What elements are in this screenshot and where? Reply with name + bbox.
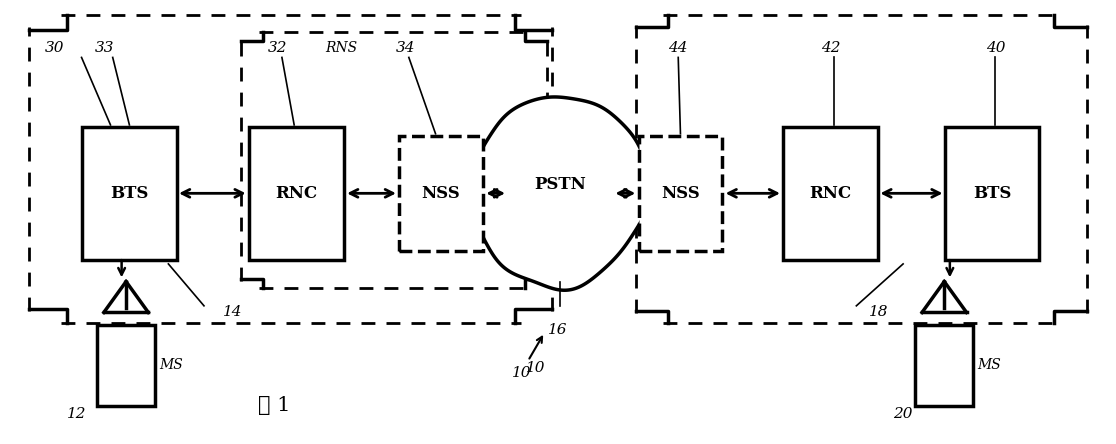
- Text: 40: 40: [985, 41, 1006, 55]
- Text: 33: 33: [95, 41, 115, 55]
- FancyBboxPatch shape: [783, 127, 878, 259]
- FancyBboxPatch shape: [249, 127, 344, 259]
- Text: 16: 16: [548, 323, 568, 337]
- FancyBboxPatch shape: [400, 136, 483, 251]
- Text: 30: 30: [45, 41, 65, 55]
- Text: RNS: RNS: [325, 41, 357, 55]
- Text: 34: 34: [396, 41, 415, 55]
- Text: NSS: NSS: [422, 185, 461, 202]
- Text: 图 1: 图 1: [258, 396, 290, 415]
- Text: PSTN: PSTN: [535, 176, 586, 193]
- Text: RNC: RNC: [276, 185, 317, 202]
- FancyBboxPatch shape: [83, 127, 176, 259]
- FancyBboxPatch shape: [915, 325, 973, 406]
- FancyBboxPatch shape: [945, 127, 1039, 259]
- Text: RNC: RNC: [810, 185, 852, 202]
- FancyBboxPatch shape: [97, 325, 155, 406]
- FancyBboxPatch shape: [638, 136, 722, 251]
- Text: MS: MS: [158, 358, 183, 373]
- Text: 12: 12: [67, 407, 87, 421]
- Text: 10: 10: [526, 361, 546, 375]
- Text: 42: 42: [821, 41, 840, 55]
- Text: 10: 10: [511, 366, 531, 380]
- Text: BTS: BTS: [973, 185, 1011, 202]
- Text: 44: 44: [668, 41, 687, 55]
- Text: BTS: BTS: [110, 185, 148, 202]
- Text: MS: MS: [976, 358, 1001, 373]
- Text: 32: 32: [268, 41, 287, 55]
- Text: 20: 20: [893, 407, 913, 421]
- Polygon shape: [473, 97, 651, 290]
- Text: 18: 18: [869, 305, 888, 319]
- Text: 14: 14: [223, 305, 242, 319]
- Text: NSS: NSS: [661, 185, 700, 202]
